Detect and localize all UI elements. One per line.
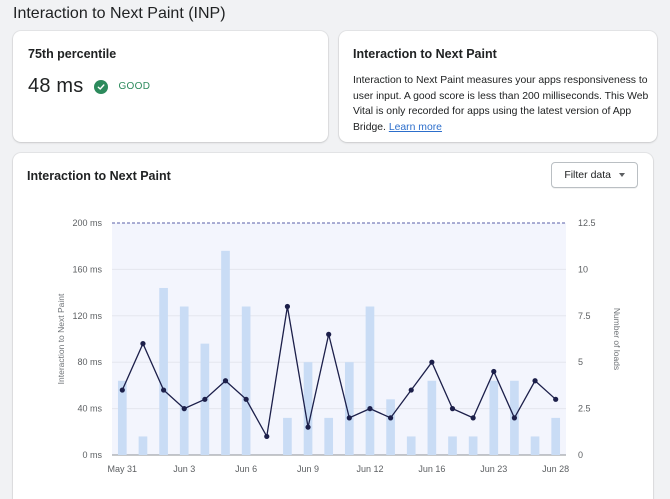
y-right-tick-label: 7.5 xyxy=(578,311,591,321)
info-heading: Interaction to Next Paint xyxy=(353,47,497,61)
inp-point xyxy=(367,406,373,412)
x-tick-label: Jun 3 xyxy=(173,464,195,474)
page-title: Interaction to Next Paint (INP) xyxy=(13,5,226,22)
x-tick-label: Jun 9 xyxy=(297,464,319,474)
load-bar xyxy=(551,417,561,455)
load-bar xyxy=(365,306,375,455)
load-bar xyxy=(448,436,457,455)
percentile-card: 75th percentile 48 ms GOOD xyxy=(13,31,328,142)
load-bar xyxy=(283,417,292,455)
y-right-tick-label: 5 xyxy=(578,357,583,367)
info-description: Interaction to Next Paint measures your … xyxy=(353,75,649,133)
inp-point xyxy=(387,415,394,421)
inp-point xyxy=(491,368,497,375)
inp-point xyxy=(408,387,414,393)
info-card: Interaction to Next Paint Interaction to… xyxy=(339,31,657,142)
inp-chart: 0 ms 40 ms 80 ms 120 ms 160 ms 200 ms 0 2.5 5 7.5… xyxy=(56,218,622,474)
inp-point xyxy=(160,387,167,393)
x-tick-label: Jun 12 xyxy=(356,464,383,474)
check-circle-icon xyxy=(94,79,109,94)
y-right-tick-label: 0 xyxy=(578,450,583,460)
inp-point xyxy=(449,406,456,412)
inp-point xyxy=(202,396,208,402)
info-description-block: Interaction to Next Paint measures your … xyxy=(353,73,649,135)
inp-point xyxy=(181,406,187,412)
y-left-tick-label: 0 ms xyxy=(82,450,102,460)
inp-point xyxy=(264,433,270,440)
inp-point xyxy=(326,331,332,337)
load-bar xyxy=(344,362,354,455)
filter-data-label: Filter data xyxy=(564,169,611,181)
inp-point xyxy=(119,387,125,393)
y-left-tick-label: 120 ms xyxy=(72,311,102,321)
y-left-axis-title: Interaction to Next Paint xyxy=(56,293,66,384)
load-bar xyxy=(179,306,189,455)
load-bar xyxy=(386,399,395,455)
inp-point xyxy=(243,396,249,402)
inp-point xyxy=(532,378,538,384)
percentile-value: 48 ms xyxy=(28,75,84,97)
y-left-tick-label: 80 ms xyxy=(77,357,102,367)
metric-row: 48 ms GOOD xyxy=(28,75,150,98)
inp-point xyxy=(346,415,352,421)
chart-card: Interaction to Next Paint Filter data 0 … xyxy=(13,153,653,499)
y-left-tick-label: 40 ms xyxy=(77,404,102,414)
inp-point xyxy=(284,303,291,310)
inp-point xyxy=(222,378,229,384)
inp-line xyxy=(121,306,557,439)
load-bar xyxy=(427,380,437,455)
x-tick-label: Jun 28 xyxy=(542,464,569,474)
x-tick-label: Jun 16 xyxy=(418,464,445,474)
y-right-tick-label: 10 xyxy=(578,264,588,274)
inp-point xyxy=(429,359,435,365)
y-right-axis-title: Number of loads xyxy=(612,308,622,370)
filter-data-button[interactable]: Filter data xyxy=(551,162,638,188)
load-bar xyxy=(406,436,416,455)
load-bar xyxy=(221,250,230,455)
x-tick-label: Jun 23 xyxy=(480,464,507,474)
y-right-tick-label: 2.5 xyxy=(578,404,591,414)
y-left-tick-label: 200 ms xyxy=(72,218,102,228)
status-badge: GOOD xyxy=(118,81,151,92)
inp-point xyxy=(305,424,311,430)
load-bar xyxy=(159,287,168,455)
y-left-tick-label: 160 ms xyxy=(72,264,102,274)
load-bar xyxy=(530,436,540,455)
inp-point xyxy=(553,396,559,402)
x-tick-label: May 31 xyxy=(108,464,138,474)
caret-down-icon xyxy=(619,173,625,177)
x-tick-label: Jun 6 xyxy=(235,464,257,474)
percentile-heading: 75th percentile xyxy=(28,47,117,61)
load-bar xyxy=(138,436,148,455)
inp-point xyxy=(140,341,146,347)
learn-more-link[interactable]: Learn more xyxy=(388,121,442,133)
inp-point xyxy=(470,415,476,421)
load-bar xyxy=(468,436,478,455)
y-right-tick-label: 12.5 xyxy=(578,218,596,228)
load-bar xyxy=(303,362,313,455)
inp-point xyxy=(511,415,518,421)
load-bar xyxy=(117,380,127,455)
chart-heading: Interaction to Next Paint xyxy=(27,169,171,183)
load-bar xyxy=(324,417,334,455)
load-bar xyxy=(241,306,251,455)
load-bar xyxy=(489,380,499,455)
